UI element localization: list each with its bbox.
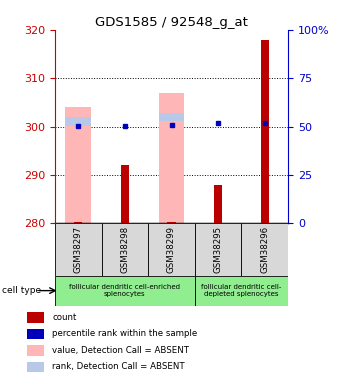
Bar	[159, 93, 184, 223]
Bar	[102, 223, 148, 276]
Bar	[27, 312, 44, 323]
Bar	[74, 222, 82, 223]
Bar	[195, 223, 241, 276]
Bar	[195, 276, 288, 306]
Text: value, Detection Call = ABSENT: value, Detection Call = ABSENT	[52, 346, 189, 355]
Text: rank, Detection Call = ABSENT: rank, Detection Call = ABSENT	[52, 362, 185, 371]
Bar	[241, 223, 288, 276]
Text: GSM38297: GSM38297	[74, 226, 83, 273]
Bar	[159, 112, 184, 121]
Bar	[55, 276, 195, 306]
Text: GSM38296: GSM38296	[260, 226, 269, 273]
Text: GSM38298: GSM38298	[120, 226, 129, 273]
Title: GDS1585 / 92548_g_at: GDS1585 / 92548_g_at	[95, 16, 248, 29]
Bar	[55, 223, 102, 276]
Bar	[27, 362, 44, 372]
Text: GSM38295: GSM38295	[214, 226, 223, 273]
Bar	[261, 40, 269, 223]
Text: cell type: cell type	[2, 286, 41, 295]
Text: percentile rank within the sample: percentile rank within the sample	[52, 330, 197, 339]
Bar	[121, 165, 129, 223]
Bar	[66, 107, 91, 223]
Bar	[27, 345, 44, 355]
Bar	[167, 222, 176, 223]
Bar	[214, 184, 222, 223]
Bar	[66, 117, 91, 126]
Text: GSM38299: GSM38299	[167, 226, 176, 273]
Bar	[148, 223, 195, 276]
Text: follicular dendritic cell-
depleted splenocytes: follicular dendritic cell- depleted sple…	[201, 284, 282, 297]
Text: count: count	[52, 313, 76, 322]
Text: follicular dendritic cell-enriched
splenocytes: follicular dendritic cell-enriched splen…	[69, 284, 180, 297]
Bar	[27, 329, 44, 339]
